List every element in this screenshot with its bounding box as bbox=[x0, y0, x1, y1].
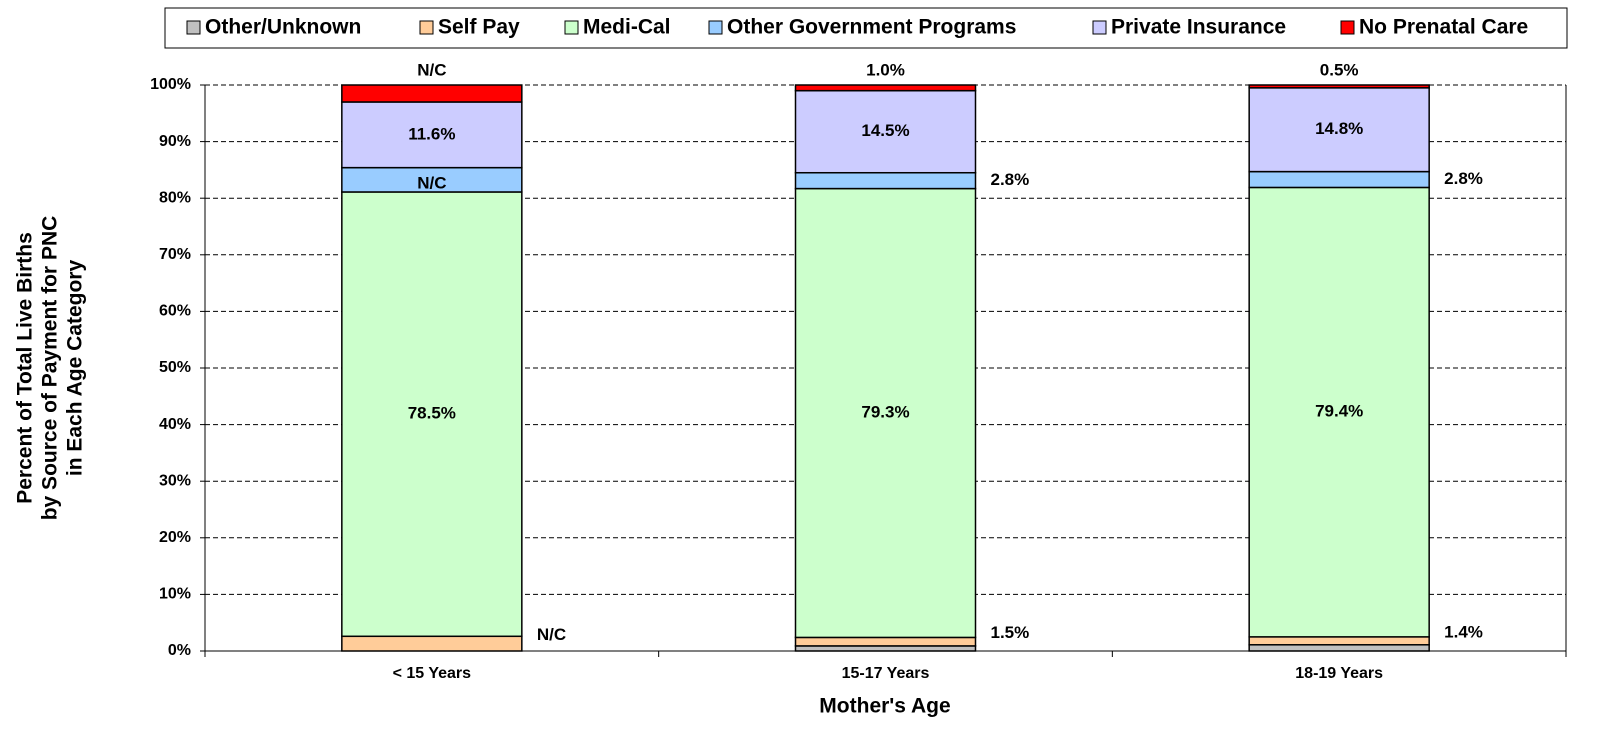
y-axis-label-line: Percent of Total Live Births bbox=[14, 232, 37, 504]
y-tick-label: 80% bbox=[159, 189, 191, 206]
legend-label: Other Government Programs bbox=[727, 16, 1016, 39]
bar-segment bbox=[1248, 87, 1430, 173]
bar-segment bbox=[341, 635, 523, 652]
y-tick-label: 70% bbox=[159, 246, 191, 263]
legend-swatch bbox=[186, 20, 201, 35]
bar-segment bbox=[794, 645, 977, 652]
y-tick-label: 100% bbox=[150, 76, 191, 93]
x-tick-label: 18-19 Years bbox=[1295, 665, 1383, 682]
data-label: 79.4% bbox=[1315, 402, 1363, 421]
legend-swatch bbox=[564, 20, 579, 35]
x-tick-label: 15-17 Years bbox=[842, 665, 930, 682]
bar-segment bbox=[1248, 170, 1430, 189]
bar-segment bbox=[794, 84, 977, 92]
x-axis-label: Mother's Age bbox=[819, 695, 950, 718]
y-tick-label: 60% bbox=[159, 303, 191, 320]
legend-swatch bbox=[708, 20, 723, 35]
bar-segment bbox=[1248, 644, 1430, 652]
y-tick-label: 0% bbox=[168, 642, 191, 659]
bar-segment bbox=[1248, 186, 1430, 638]
y-tick-label: 20% bbox=[159, 529, 191, 546]
data-label: 2.8% bbox=[991, 170, 1030, 189]
bar-segment bbox=[341, 84, 523, 103]
y-tick-label: 30% bbox=[159, 472, 191, 489]
data-label: 1.4% bbox=[1444, 622, 1483, 641]
data-label: 0.5% bbox=[1320, 60, 1359, 79]
y-tick-label: 50% bbox=[159, 359, 191, 376]
data-label: 14.8% bbox=[1315, 119, 1363, 138]
bar-segment bbox=[341, 191, 523, 638]
legend-box bbox=[164, 7, 1568, 49]
data-label: 1.0% bbox=[866, 60, 905, 79]
bar-segment bbox=[341, 101, 523, 169]
data-label: 1.5% bbox=[991, 623, 1030, 642]
data-label: N/C bbox=[417, 173, 446, 192]
y-axis-label: Percent of Total Live Births by Source o… bbox=[14, 216, 87, 521]
bar-segment bbox=[794, 171, 977, 190]
bar-segment bbox=[794, 636, 977, 647]
legend-label: Medi-Cal bbox=[583, 16, 671, 39]
legend-swatch bbox=[1092, 20, 1107, 35]
legend-swatch bbox=[1340, 20, 1355, 35]
y-tick-label: 90% bbox=[159, 133, 191, 150]
data-label: N/C bbox=[417, 60, 446, 79]
y-axis-label-line: by Source of Payment for PNC bbox=[39, 216, 62, 521]
bar-segment bbox=[794, 187, 977, 639]
legend-label: No Prenatal Care bbox=[1359, 16, 1528, 39]
data-label: 14.5% bbox=[861, 121, 909, 140]
data-label: 78.5% bbox=[408, 404, 456, 423]
bar-segment bbox=[1248, 84, 1430, 89]
data-label: 2.8% bbox=[1444, 169, 1483, 188]
legend-label: Other/Unknown bbox=[205, 16, 361, 39]
legend-label: Self Pay bbox=[438, 16, 520, 39]
y-axis-label-line: in Each Age Category bbox=[64, 260, 87, 477]
data-label: 79.3% bbox=[861, 402, 909, 421]
legend-swatch bbox=[419, 20, 434, 35]
y-tick-label: 40% bbox=[159, 416, 191, 433]
data-label: N/C bbox=[537, 625, 566, 644]
data-label: 11.6% bbox=[408, 124, 455, 143]
bar-segment bbox=[794, 89, 977, 174]
x-tick-label: < 15 Years bbox=[393, 665, 472, 682]
y-tick-label: 10% bbox=[159, 586, 191, 603]
bar-segment bbox=[1248, 636, 1430, 646]
legend-label: Private Insurance bbox=[1111, 16, 1286, 39]
